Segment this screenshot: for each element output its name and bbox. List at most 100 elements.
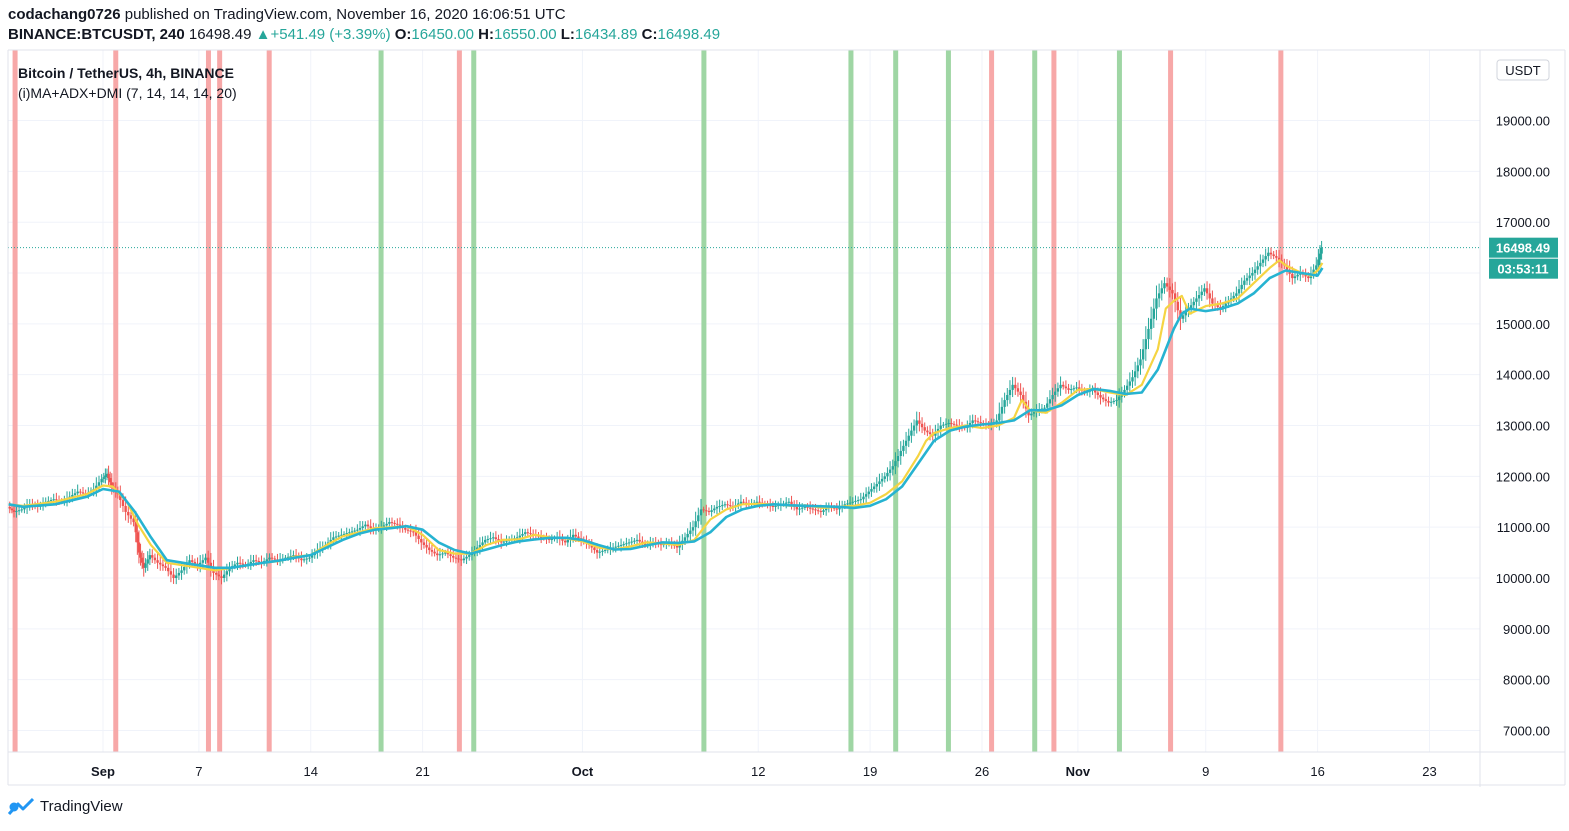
candle-body: [1251, 273, 1254, 276]
candle-body: [153, 557, 157, 561]
y-tick-label: 8000.00: [1503, 673, 1550, 688]
candle-body: [1123, 389, 1126, 394]
candle-body: [867, 491, 870, 495]
candle-body: [132, 518, 135, 523]
candle-body: [167, 567, 170, 572]
candle-body: [1115, 400, 1118, 402]
candle-body: [177, 572, 181, 576]
sell-signal-band: [456, 50, 462, 752]
candle-body: [627, 542, 631, 544]
candle-body: [241, 563, 245, 565]
candle-body: [1059, 384, 1062, 389]
candle-body: [228, 567, 231, 572]
buy-signal-band: [848, 50, 854, 752]
candle-body: [1147, 328, 1150, 340]
candle-body: [1216, 305, 1219, 307]
candle-body: [183, 566, 186, 571]
candle-body: [1277, 257, 1281, 261]
candle-body: [249, 561, 253, 564]
candle-body: [904, 440, 908, 446]
x-tick-label: Oct: [572, 764, 594, 779]
candle-body: [1296, 274, 1299, 277]
candle-body: [1030, 413, 1033, 416]
candle-body: [971, 420, 974, 423]
y-tick-label: 17000.00: [1496, 215, 1550, 230]
chart-legend: Bitcoin / TetherUS, 4h, BINANCE (i)MA+AD…: [18, 63, 237, 103]
candle-body: [142, 562, 145, 568]
tradingview-brand[interactable]: TradingView: [8, 797, 123, 815]
y-tick-label: 7000.00: [1503, 723, 1550, 738]
sell-signal-band: [266, 50, 272, 752]
candle-body: [300, 558, 303, 561]
candle-body: [217, 574, 221, 577]
candle-body: [134, 522, 137, 533]
candle-body: [1128, 381, 1132, 386]
candle-body: [1117, 396, 1121, 401]
buy-signal-band: [378, 50, 384, 752]
chart-axes: 7000.008000.009000.0010000.0011000.00120…: [7, 49, 1566, 787]
candle-body: [633, 540, 636, 542]
candle-body: [1320, 247, 1323, 254]
x-tick-label: 21: [415, 764, 429, 779]
x-tick-label: Sep: [91, 764, 115, 779]
candle-body: [886, 472, 889, 477]
candle-body: [350, 531, 354, 533]
x-tick-label: 26: [975, 764, 989, 779]
author-name[interactable]: codachang0726: [8, 6, 121, 23]
candle-body: [52, 499, 55, 501]
candle-body: [73, 493, 77, 495]
candle-body: [635, 539, 639, 541]
sell-signal-band: [1168, 50, 1174, 752]
candle-body: [979, 422, 982, 424]
candle-body: [273, 558, 276, 560]
candle-body: [1192, 301, 1195, 306]
candle-body: [947, 422, 950, 424]
candle-body: [630, 541, 633, 543]
candle-body: [1248, 275, 1251, 279]
candle-body: [803, 506, 807, 508]
candle-body: [939, 425, 942, 429]
candle-body: [563, 540, 567, 543]
candle-body: [934, 432, 937, 436]
candle-body: [1163, 283, 1166, 289]
buy-signal-band: [471, 50, 477, 752]
candle-body: [574, 534, 577, 537]
y-tick-label: 19000.00: [1496, 114, 1550, 129]
candle-body: [12, 510, 16, 512]
candle-body: [159, 562, 162, 565]
candle-body: [643, 543, 647, 545]
x-tick-label: 12: [751, 764, 765, 779]
candle-body: [393, 522, 396, 524]
candle-body: [97, 482, 101, 486]
candle-body: [699, 509, 703, 516]
candle-body: [1205, 288, 1209, 294]
candle-body: [265, 559, 268, 562]
buy-signal-band: [893, 50, 899, 752]
candle-body: [547, 539, 551, 541]
candle-body: [603, 550, 607, 552]
candle-body: [1176, 301, 1179, 311]
candle-body: [526, 532, 530, 534]
candle-body: [1019, 391, 1022, 396]
candle-body: [1136, 365, 1140, 372]
currency-button[interactable]: [1496, 59, 1550, 81]
candle-body: [404, 528, 407, 530]
candle-body: [899, 450, 902, 457]
chart-grid: [8, 50, 1480, 752]
candle-body: [102, 477, 105, 479]
candle-body: [1317, 259, 1320, 266]
legend-indicator[interactable]: (i)MA+ADX+DMI (7, 14, 14, 14, 20): [18, 85, 237, 101]
ohlc-bar: BINANCE:BTCUSDT, 240 16498.49 ▲+541.49 (…: [8, 26, 720, 43]
close-value: 16498.49: [657, 26, 721, 43]
candle-body: [1195, 298, 1198, 302]
candle-body: [110, 482, 113, 487]
candle-body: [923, 427, 926, 431]
candle-body: [169, 571, 173, 575]
current-price-tag: [1489, 237, 1558, 258]
sell-signal-band: [205, 50, 211, 752]
candle-body: [454, 557, 458, 559]
candle-body: [1008, 389, 1012, 396]
candle-body: [785, 502, 788, 504]
x-tick-label: 14: [304, 764, 318, 779]
